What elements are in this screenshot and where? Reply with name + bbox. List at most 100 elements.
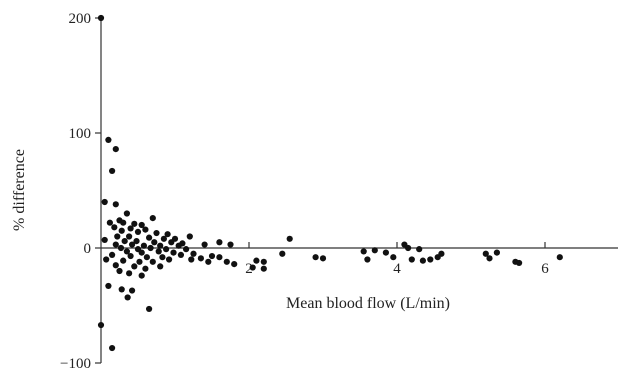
data-point — [160, 235, 167, 242]
data-point — [482, 250, 489, 257]
data-point — [556, 254, 563, 261]
y-tick-label: −100 — [60, 356, 91, 372]
data-point — [183, 246, 190, 253]
data-point — [286, 235, 293, 242]
x-tick-label: 4 — [393, 261, 401, 277]
y-tick-label: 100 — [69, 126, 92, 142]
data-point — [112, 262, 119, 269]
data-point — [151, 239, 158, 246]
data-point — [438, 250, 445, 257]
data-point — [319, 255, 327, 262]
data-point — [106, 219, 113, 226]
data-point — [142, 265, 149, 272]
data-point — [97, 14, 105, 22]
y-axis-label: % difference — [11, 149, 28, 231]
data-point — [157, 263, 164, 270]
data-point — [128, 241, 136, 248]
x-axis-label: Mean blood flow (L/min) — [286, 295, 450, 312]
data-point — [142, 226, 149, 233]
data-point — [188, 256, 195, 263]
data-point — [131, 263, 138, 270]
data-point — [126, 233, 133, 240]
data-point — [177, 251, 185, 258]
y-tick-label: 200 — [69, 11, 92, 27]
data-point — [419, 257, 426, 264]
data-point — [109, 167, 116, 175]
data-point — [168, 239, 175, 246]
data-point — [118, 286, 125, 293]
axes: −100 0 100 200 2 4 6 — [60, 11, 618, 372]
data-point — [201, 241, 208, 248]
data-point — [155, 248, 162, 255]
data-point — [216, 254, 223, 261]
data-point — [416, 246, 423, 253]
data-point — [134, 228, 142, 235]
data-point — [138, 249, 145, 256]
data-point — [127, 225, 134, 232]
data-point — [103, 256, 110, 263]
data-point — [279, 250, 286, 257]
data-point — [408, 256, 415, 263]
data-point — [111, 224, 118, 231]
data-point — [175, 242, 182, 249]
data-point — [131, 220, 138, 227]
data-point — [146, 234, 153, 241]
data-point — [260, 258, 267, 265]
data-point — [133, 238, 140, 245]
data-point — [143, 254, 150, 261]
data-point — [227, 241, 234, 248]
data-point — [146, 305, 153, 313]
data-point — [138, 272, 145, 279]
data-point — [105, 282, 112, 290]
data-point — [493, 249, 500, 256]
y-tick-label: 0 — [84, 241, 92, 257]
data-point — [170, 249, 177, 256]
data-point — [101, 236, 108, 244]
data-point — [382, 249, 389, 256]
data-point — [109, 251, 116, 258]
data-point — [149, 258, 156, 265]
data-point — [124, 294, 131, 301]
data-point — [197, 255, 204, 262]
data-points — [97, 14, 563, 352]
data-point — [205, 258, 212, 265]
data-point — [112, 241, 119, 248]
data-point — [249, 264, 256, 271]
data-point — [208, 252, 216, 260]
data-point — [149, 215, 156, 222]
data-point — [186, 233, 193, 240]
data-point — [231, 261, 238, 268]
x-tick-label: 6 — [541, 261, 549, 277]
data-point — [121, 238, 128, 245]
data-point — [147, 244, 154, 252]
data-point — [216, 239, 223, 246]
data-point — [101, 198, 108, 206]
data-point — [223, 258, 230, 265]
data-point — [109, 344, 116, 352]
data-point — [516, 259, 523, 267]
data-point — [153, 229, 160, 237]
data-point — [312, 254, 319, 261]
data-point — [127, 252, 134, 260]
data-point — [136, 258, 143, 265]
data-point — [157, 242, 164, 249]
data-point — [123, 210, 130, 217]
data-point — [405, 244, 412, 252]
data-point — [118, 227, 125, 234]
data-point — [165, 256, 173, 263]
data-point — [117, 244, 125, 252]
data-point — [253, 257, 260, 264]
data-point — [390, 254, 397, 261]
data-point — [371, 247, 378, 254]
data-point — [360, 248, 367, 255]
data-point — [364, 256, 371, 263]
x-tick-label: 2 — [245, 261, 253, 277]
data-point — [105, 136, 112, 143]
data-point — [116, 267, 123, 275]
data-point — [126, 270, 133, 277]
data-point — [164, 231, 171, 238]
data-point — [140, 242, 148, 249]
data-point — [427, 256, 434, 263]
data-point — [112, 146, 119, 153]
